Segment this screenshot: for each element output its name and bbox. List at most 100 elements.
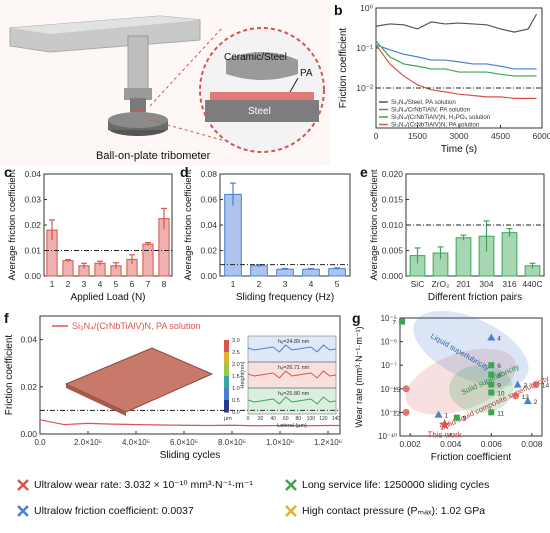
this-work-label: This work (428, 431, 463, 440)
data-point-star (438, 418, 451, 430)
y-axis-label: Average friction coefficient (369, 169, 380, 280)
x-tick-label: 0.002 (400, 439, 422, 449)
inset-y-label: Height(nm) (240, 361, 246, 388)
x-tick-label: 3 (283, 279, 288, 289)
x-tick-label: 6.0×10⁵ (170, 438, 198, 447)
y-axis-label: Average friction coefficient (183, 169, 194, 280)
region-solid (449, 364, 514, 413)
y-tick-label: 0.000 (382, 271, 404, 281)
y-tick-label: 10⁰ (360, 3, 373, 13)
data-point (487, 333, 496, 341)
x-tick-label: 4 (309, 279, 314, 289)
profile-line (247, 396, 337, 405)
profile-height-label: hₐ=26.71 nm (278, 365, 310, 371)
bar (276, 268, 294, 277)
data-point (453, 414, 460, 421)
y-tick-label: 0.010 (382, 220, 404, 230)
colorbar-segment (224, 388, 229, 401)
y-tick-label: 0.00 (200, 271, 217, 281)
data-point (399, 318, 406, 325)
x-tick-label: 0.006 (481, 439, 503, 449)
panel-letter-b: b (334, 2, 343, 18)
colorbar-unit: μm (224, 416, 232, 422)
legend-entry: Si₃N₄/(CrNbTiAlV)N, PA solution (391, 122, 480, 129)
steel-label: Steel (248, 106, 271, 117)
bar (224, 193, 242, 277)
series-line (375, 44, 537, 70)
ceramic-steel-label: Ceramic/Steel (224, 52, 287, 63)
colorbar-tick-label: 0.0 (232, 410, 240, 416)
colorbar-segment (224, 352, 229, 365)
pa-label: PA (300, 68, 313, 79)
y-tick-label: 0.02 (200, 246, 217, 256)
blue-highlight-icon (17, 505, 29, 517)
surface-3d-side (66, 384, 126, 416)
y-tick-label: 10⁻⁸ (381, 385, 398, 394)
x-tick-label: 5 (335, 279, 340, 289)
series-line (375, 13, 537, 33)
chart-g: 10⁻⁵ 10⁻⁶ 10⁻⁷ 10⁻⁸ 10⁻⁹ 10⁻¹⁰0.002 0.004 0.006… (354, 310, 550, 463)
x-tick-label: 8 (162, 279, 167, 289)
point-label: 14 (542, 383, 550, 390)
colorbar-segment (224, 400, 229, 413)
inset-x-tick: 0 (247, 416, 250, 422)
colorbar-tick-label: 1.0 (232, 386, 240, 392)
series-line (375, 40, 537, 77)
profile-line (247, 344, 337, 353)
x-tick-label: 4500 (491, 131, 510, 141)
x-tick-label: 440C (522, 279, 542, 289)
yellow-highlight-icon (285, 505, 297, 517)
y-tick-label: 10⁻⁹ (380, 408, 397, 417)
data-point (513, 380, 522, 388)
point-label: 3 (524, 383, 528, 390)
point-label: 9 (497, 383, 501, 390)
y-axis-label: Wear rate (mm³·N⁻¹·m⁻¹) (354, 326, 364, 427)
panel-letter-e: e (360, 164, 368, 180)
x-tick-label: 6000 (533, 131, 550, 141)
point-label: 4 (497, 335, 501, 342)
y-tick-label: 0.04 (200, 220, 217, 230)
y-tick-label: 0.02 (24, 220, 41, 230)
panel-letter-d: d (180, 164, 189, 180)
region-liquid (413, 310, 529, 387)
point-label: 6 (497, 363, 501, 370)
x-tick-label: 316 (502, 279, 516, 289)
bar (302, 268, 320, 277)
x-tick-label: 1500 (408, 131, 427, 141)
panel-letter-c: c (4, 164, 12, 180)
y-axis-label: Friction coefficient (338, 28, 349, 109)
legend-entry: Si₃N₄/CrNbTiAlV, PA solution (391, 107, 471, 114)
x-tick-label: 2 (66, 279, 71, 289)
y-tick-label: 10⁻¹⁰ (378, 432, 397, 441)
x-axis-label: Applied Load (N) (70, 292, 145, 303)
series-line (39, 419, 340, 427)
colorbar-tick-label: 2.0 (232, 362, 240, 368)
data-point (523, 397, 532, 405)
y-tick-label: 0.08 (200, 169, 217, 179)
data-point (488, 381, 495, 388)
highlight-pressure: High contact pressure (Pₘₐₓ): 1.02 GPa (302, 505, 486, 517)
tribometer-caption: Ball-on-plate tribometer (96, 150, 211, 162)
data-point (402, 385, 410, 393)
x-axis-label: Friction coefficient (431, 452, 512, 463)
x-tick-label: 1 (50, 279, 55, 289)
red-highlight-icon (17, 479, 29, 491)
point-label: 7 (392, 320, 396, 327)
point-label: 15 (393, 387, 401, 394)
y-tick-label: 0.03 (24, 195, 41, 205)
profile-height-label: hₐ=25.80 nm (278, 391, 310, 397)
y-axis-label: Friction coefficient (4, 335, 15, 416)
legend-entry: Si₃N₄/(CrNbTiAlV)N, PA solution (72, 321, 200, 331)
inset-x-tick: 120 (319, 416, 328, 422)
data-point (434, 410, 443, 418)
legend-entry: Si₃N₄/(CrNbTiAlV)N, H₃PO₄ solution (391, 114, 491, 121)
y-tick-label: 0.00 (20, 429, 37, 439)
bar (501, 232, 518, 277)
inset-x-tick: 40 (270, 416, 276, 422)
chart-b: 10⁰ 10⁻¹ 10⁻² 0 1500 3000 4500 6000 Si₃N₄/Steel,… (338, 3, 550, 155)
point-label: 8 (497, 373, 501, 380)
colorbar-tick-label: 1.5 (232, 374, 240, 380)
point-label: 1 (445, 413, 449, 420)
x-axis-label: Sliding frequency (Hz) (236, 292, 334, 303)
